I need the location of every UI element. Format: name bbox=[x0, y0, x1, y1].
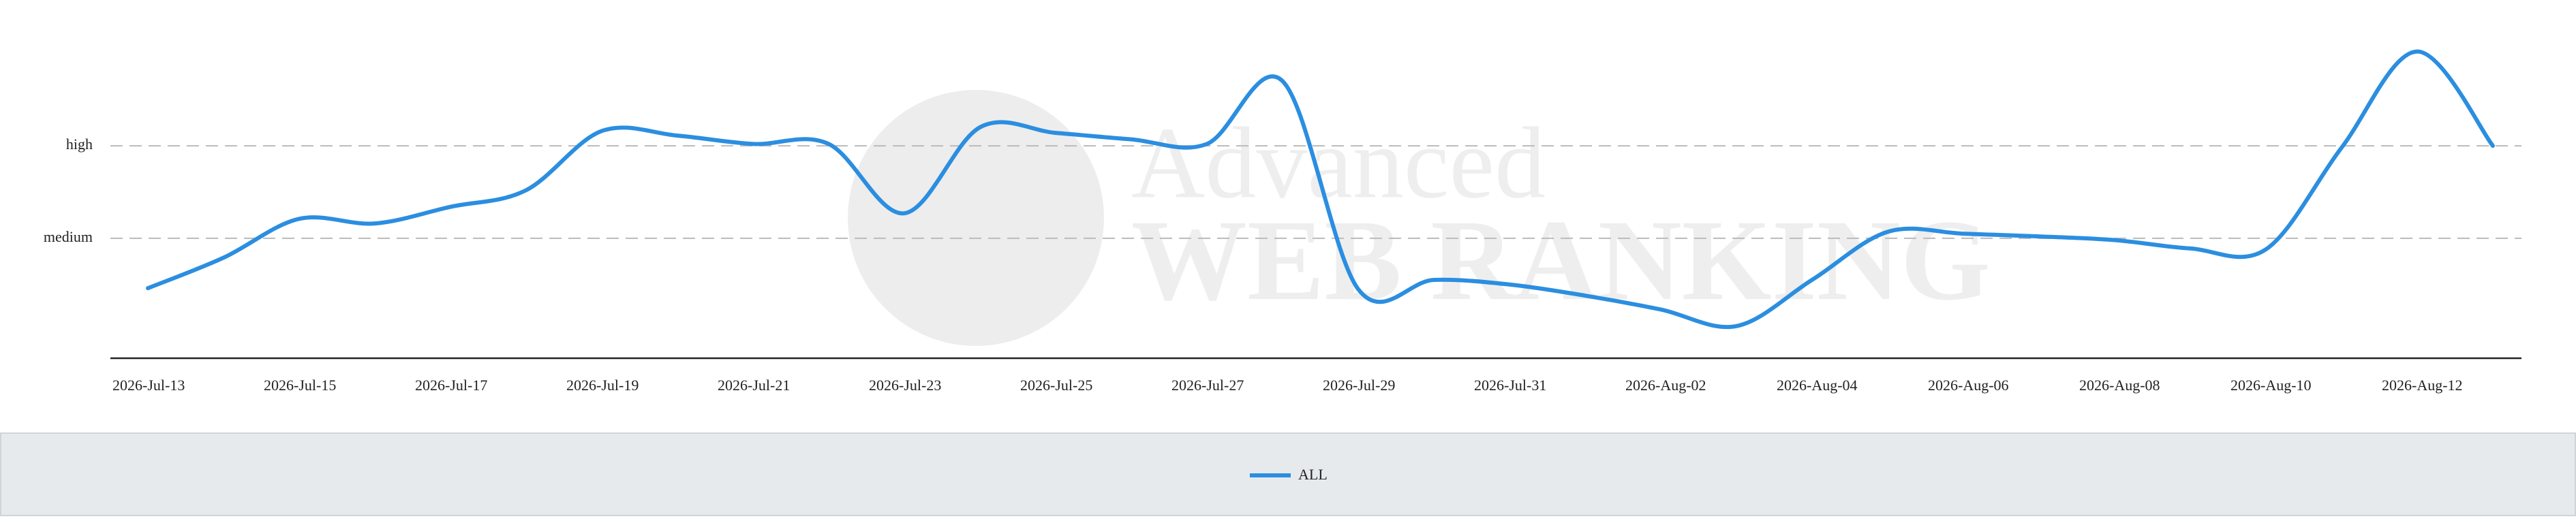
x-tick-label: 2026-Aug-04 bbox=[1777, 377, 1858, 394]
x-tick-label: 2026-Jul-13 bbox=[112, 377, 185, 394]
x-tick-label: 2026-Aug-06 bbox=[1928, 377, 2009, 394]
watermark-globe bbox=[848, 90, 1104, 346]
x-tick-label: 2026-Jul-31 bbox=[1474, 377, 1546, 394]
x-tick-label: 2026-Jul-19 bbox=[566, 377, 639, 394]
watermark-text: WEB RANKING bbox=[1131, 196, 1991, 324]
x-tick-label: 2026-Aug-02 bbox=[1625, 377, 1706, 394]
y-tick-label: medium bbox=[44, 228, 93, 245]
x-tick-label: 2026-Aug-12 bbox=[2382, 377, 2463, 394]
x-tick-label: 2026-Jul-15 bbox=[264, 377, 336, 394]
x-tick-label: 2026-Jul-25 bbox=[1020, 377, 1092, 394]
y-tick-label: high bbox=[66, 136, 93, 153]
watermark: Advanced WEB RANKING bbox=[848, 90, 1991, 346]
x-tick-label: 2026-Aug-10 bbox=[2230, 377, 2312, 394]
x-tick-label: 2026-Aug-08 bbox=[2079, 377, 2160, 394]
x-tick-label: 2026-Jul-27 bbox=[1171, 377, 1244, 394]
legend-label: ALL bbox=[1298, 466, 1328, 483]
x-tick-label: 2026-Jul-29 bbox=[1323, 377, 1395, 394]
watermark-text: Advanced bbox=[1131, 106, 1546, 219]
x-tick-label: 2026-Jul-21 bbox=[718, 377, 790, 394]
series-line bbox=[146, 49, 2495, 330]
x-tick-label: 2026-Jul-17 bbox=[415, 377, 487, 394]
x-tick-label: 2026-Jul-23 bbox=[869, 377, 941, 394]
